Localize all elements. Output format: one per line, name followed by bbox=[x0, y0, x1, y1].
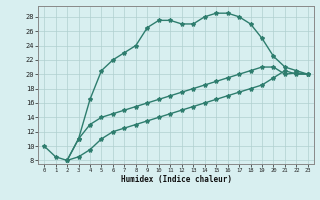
X-axis label: Humidex (Indice chaleur): Humidex (Indice chaleur) bbox=[121, 175, 231, 184]
